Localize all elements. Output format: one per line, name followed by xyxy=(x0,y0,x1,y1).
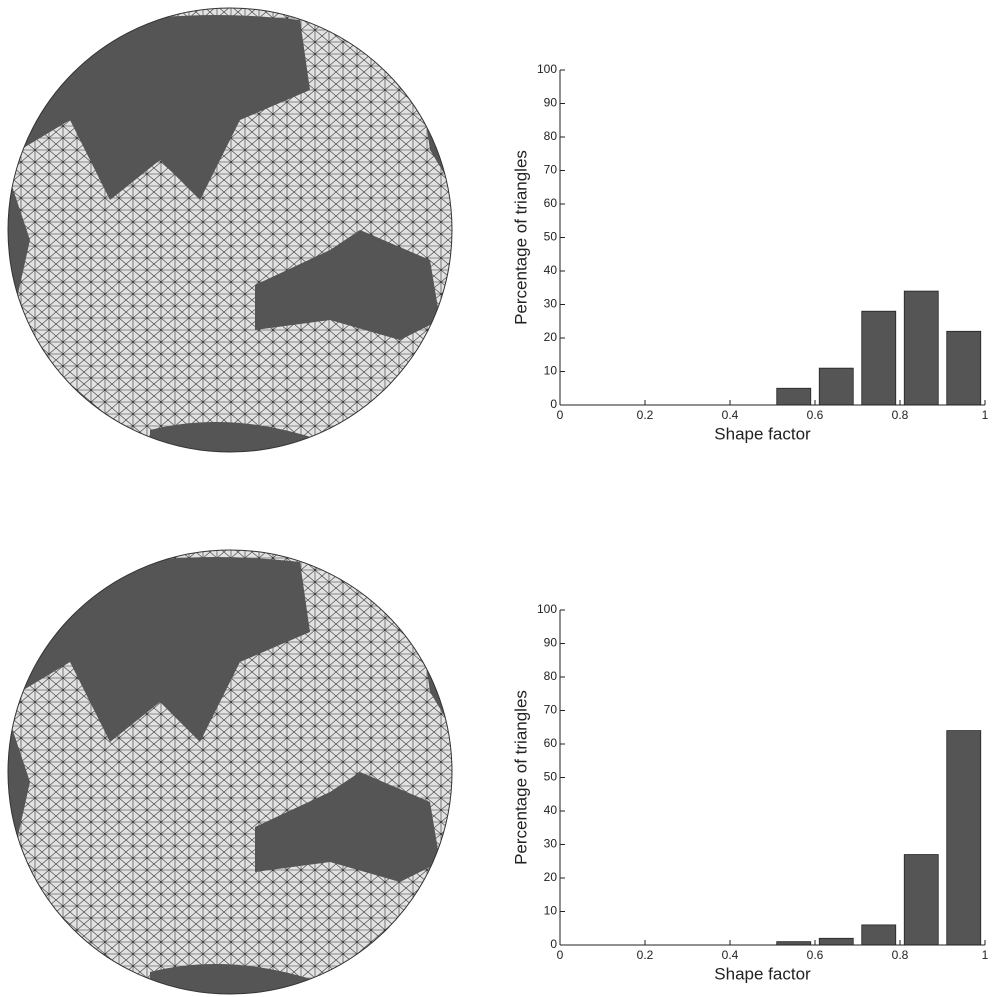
globe-outline xyxy=(7,549,453,995)
y-axis-label: Percentage of triangles xyxy=(511,150,530,325)
x-axis-label: Shape factor xyxy=(714,964,811,983)
y-tick-label: 20 xyxy=(544,870,558,884)
y-tick-label: 10 xyxy=(544,364,558,378)
x-tick-label: 0.6 xyxy=(807,948,824,962)
y-tick-label: 70 xyxy=(544,703,558,717)
x-tick-label: 0 xyxy=(557,948,564,962)
bar xyxy=(903,290,939,406)
y-tick-label: 30 xyxy=(544,837,558,851)
bar xyxy=(903,854,939,946)
y-axis-label: Percentage of triangles xyxy=(511,690,530,865)
y-tick-label: 0 xyxy=(550,397,557,411)
y-tick-label: 90 xyxy=(544,96,558,110)
y-tick-label: 20 xyxy=(544,330,558,344)
y-tick-label: 0 xyxy=(550,937,557,951)
bar xyxy=(946,730,982,946)
y-tick-label: 50 xyxy=(544,770,558,784)
y-tick-label: 80 xyxy=(544,129,558,143)
y-tick-label: 60 xyxy=(544,196,558,210)
x-tick-label: 0.6 xyxy=(807,408,824,422)
x-tick-label: 1 xyxy=(982,408,989,422)
x-tick-label: 0.2 xyxy=(637,408,654,422)
y-tick-label: 10 xyxy=(544,904,558,918)
x-tick-label: 0.4 xyxy=(722,408,739,422)
x-axis-label: Shape factor xyxy=(714,424,811,443)
bar xyxy=(861,924,897,946)
x-tick-label: 0 xyxy=(557,408,564,422)
y-tick-label: 80 xyxy=(544,669,558,683)
y-tick-label: 50 xyxy=(544,230,558,244)
y-tick-label: 100 xyxy=(537,62,557,76)
x-tick-label: 0.4 xyxy=(722,948,739,962)
bar xyxy=(818,367,854,406)
y-tick-label: 30 xyxy=(544,297,558,311)
x-tick-label: 1 xyxy=(982,948,989,962)
globe-bottom xyxy=(8,550,452,994)
bar xyxy=(776,387,812,406)
x-tick-label: 0.8 xyxy=(892,948,909,962)
y-tick-label: 70 xyxy=(544,163,558,177)
globe-outline xyxy=(7,7,453,453)
bar xyxy=(818,937,854,946)
x-tick-label: 0.8 xyxy=(892,408,909,422)
y-tick-label: 100 xyxy=(537,602,557,616)
y-tick-label: 40 xyxy=(544,803,558,817)
bar xyxy=(861,310,897,406)
y-tick-label: 90 xyxy=(544,636,558,650)
y-tick-label: 60 xyxy=(544,736,558,750)
bar xyxy=(946,330,982,406)
bar xyxy=(776,941,812,946)
x-tick-label: 0.2 xyxy=(637,948,654,962)
globe-top xyxy=(8,8,452,452)
y-tick-label: 40 xyxy=(544,263,558,277)
